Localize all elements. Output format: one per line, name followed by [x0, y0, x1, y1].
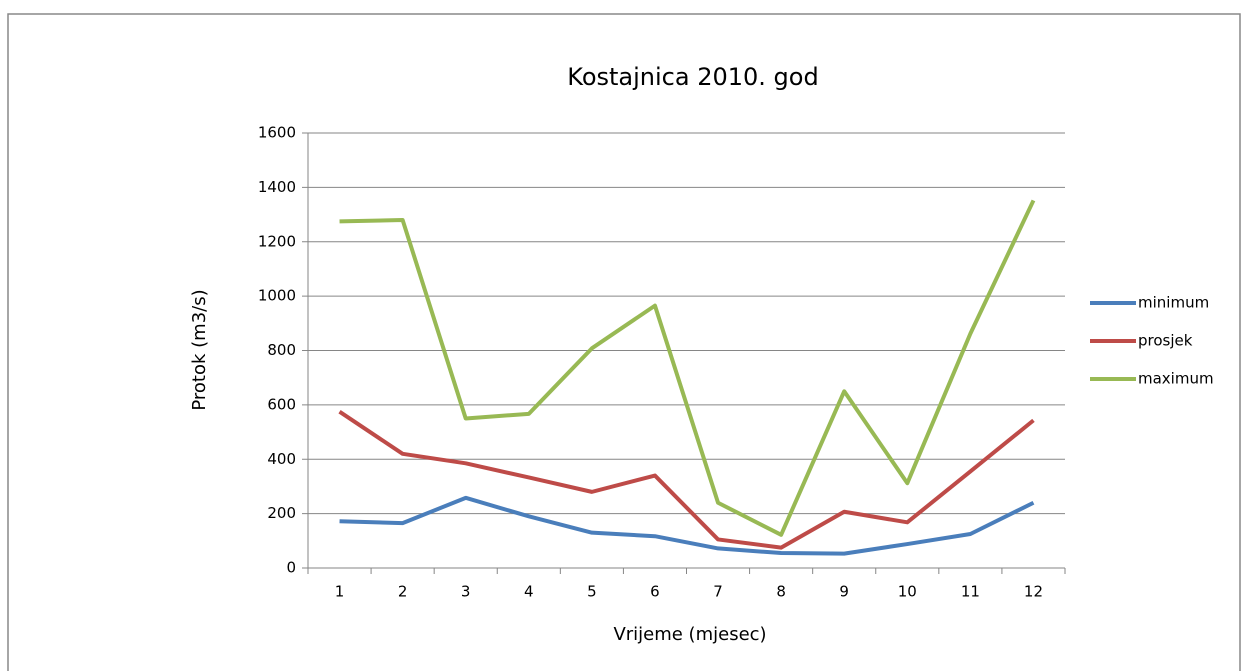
x-tick-label: 7 — [713, 583, 723, 601]
y-tick-label: 1200 — [258, 232, 296, 250]
y-tick-label: 200 — [267, 504, 296, 522]
x-tick-label: 8 — [776, 583, 786, 601]
y-tick-label: 400 — [267, 450, 296, 468]
legend-label: maximum — [1138, 370, 1214, 388]
x-tick-label: 3 — [461, 583, 471, 601]
y-tick-label: 1000 — [258, 287, 296, 305]
series-line — [338, 410, 1035, 550]
x-tick-label: 12 — [1024, 583, 1043, 601]
y-axis-title: Protok (m3/s) — [189, 289, 210, 410]
series-line — [339, 495, 1035, 556]
y-tick-label: 1400 — [258, 178, 296, 196]
series-line — [339, 199, 1036, 537]
legend-label: minimum — [1138, 294, 1209, 312]
x-tick-label: 1 — [335, 583, 345, 601]
x-tick-label: 2 — [398, 583, 408, 601]
x-tick-label: 11 — [961, 583, 980, 601]
y-tick-label: 0 — [286, 559, 296, 577]
x-tick-label: 5 — [587, 583, 597, 601]
y-tick-label: 600 — [267, 395, 296, 413]
chart-title: Kostajnica 2010. god — [567, 63, 818, 91]
chart-frame — [7, 13, 1241, 671]
x-tick-label: 6 — [650, 583, 660, 601]
x-axis-title: Vrijeme (mjesec) — [613, 624, 766, 645]
y-tick-label: 1600 — [258, 124, 296, 142]
x-tick-label: 9 — [839, 583, 849, 601]
y-tick-label: 800 — [267, 341, 296, 359]
x-tick-label: 10 — [898, 583, 917, 601]
x-tick-label: 4 — [524, 583, 534, 601]
legend-label: prosjek — [1138, 332, 1193, 350]
